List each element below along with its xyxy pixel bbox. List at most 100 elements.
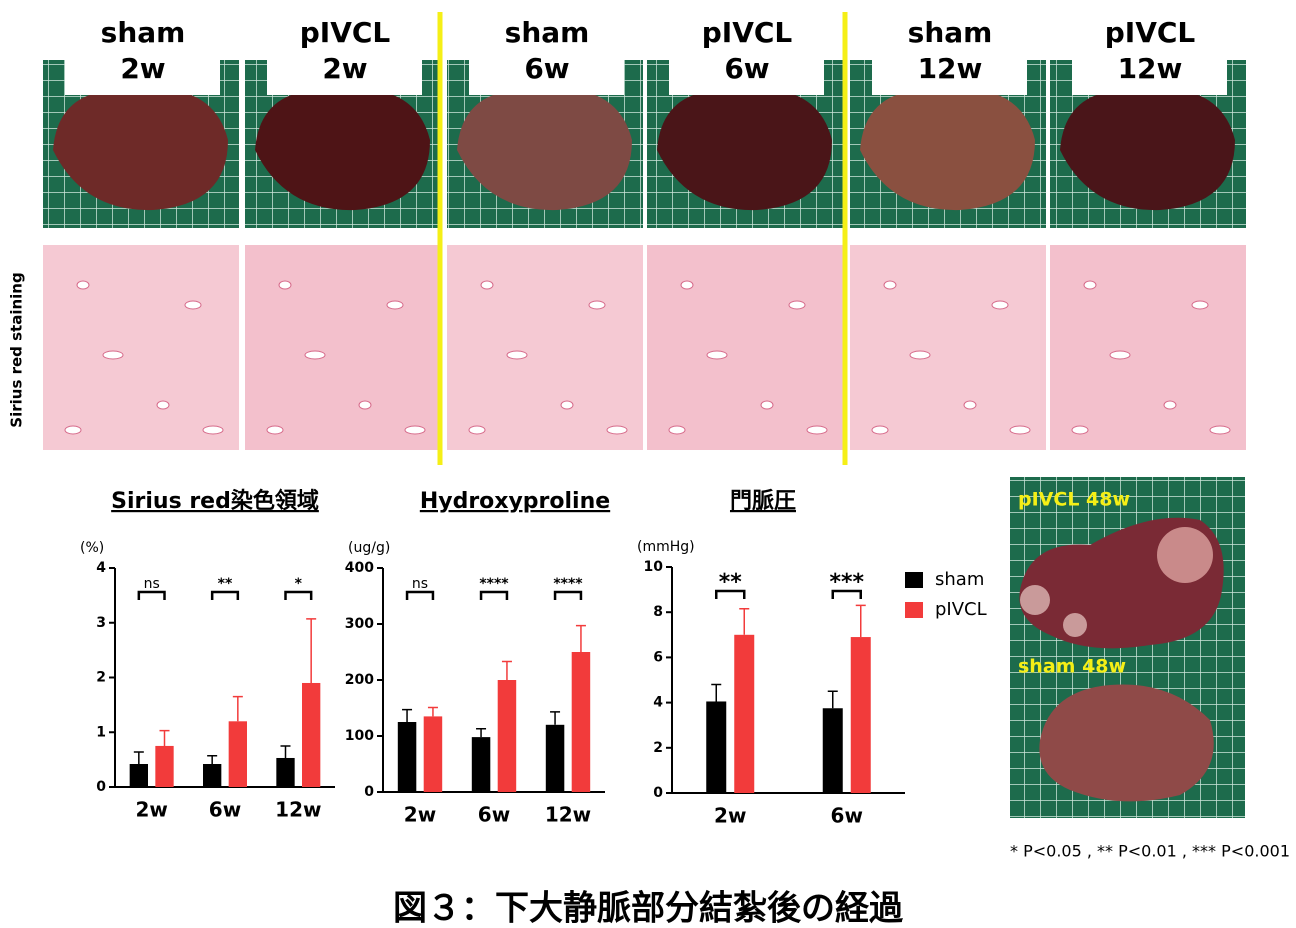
header-text: 2w bbox=[120, 52, 165, 85]
vessel bbox=[991, 300, 1009, 310]
error-bar bbox=[855, 604, 866, 638]
header-text: pIVCL bbox=[1105, 16, 1196, 49]
y-tick-label: 4 bbox=[653, 695, 663, 711]
photo-label: sham 48w bbox=[1018, 656, 1126, 678]
liver bbox=[457, 88, 632, 211]
sig-label: * bbox=[295, 576, 303, 592]
photo-48w: pIVCL 48w sham 48w bbox=[1010, 477, 1245, 818]
vessel bbox=[883, 280, 897, 290]
y-tick-label: 300 bbox=[345, 616, 374, 632]
liver bbox=[860, 88, 1035, 211]
header-box bbox=[469, 0, 624, 95]
vessel bbox=[1163, 400, 1177, 410]
header-text: sham bbox=[505, 16, 590, 49]
liver bbox=[53, 88, 228, 211]
y-tick-label: 200 bbox=[345, 672, 374, 688]
vessel bbox=[760, 400, 774, 410]
error-bar bbox=[575, 624, 586, 652]
bar bbox=[545, 724, 565, 792]
bar bbox=[129, 764, 148, 787]
vessel bbox=[588, 300, 606, 310]
sig-label: **** bbox=[553, 576, 583, 592]
vessel bbox=[1209, 425, 1231, 435]
vessel bbox=[102, 350, 124, 360]
y-tick-label: 2 bbox=[653, 740, 663, 756]
vessel bbox=[1071, 425, 1089, 435]
sig-label: ns bbox=[412, 576, 428, 592]
chart-title: Sirius red染色領域 bbox=[111, 488, 319, 514]
vessel bbox=[480, 280, 494, 290]
error-bar bbox=[306, 618, 317, 683]
x-tick-label: 6w bbox=[209, 798, 241, 822]
sig-label: ** bbox=[218, 576, 233, 592]
histology-photo bbox=[1050, 245, 1246, 450]
x-tick-label: 6w bbox=[831, 804, 863, 828]
vessel bbox=[386, 300, 404, 310]
bar bbox=[155, 745, 174, 787]
vessel bbox=[64, 425, 82, 435]
sig-bracket bbox=[715, 589, 746, 599]
header-text: sham bbox=[101, 16, 186, 49]
error-bar bbox=[550, 711, 561, 725]
vessel bbox=[468, 425, 486, 435]
legend-swatch bbox=[905, 602, 923, 618]
y-axis-label: (ug/g) bbox=[348, 540, 390, 556]
y-axis-label: (%) bbox=[80, 540, 104, 556]
vessel bbox=[1191, 300, 1209, 310]
sig-label: ns bbox=[144, 576, 160, 592]
y-tick-label: 100 bbox=[345, 728, 374, 744]
liver bbox=[657, 88, 832, 211]
y-tick-label: 2 bbox=[96, 670, 106, 686]
vessel bbox=[156, 400, 170, 410]
bar bbox=[471, 737, 491, 792]
histology-photo bbox=[447, 245, 643, 450]
bar bbox=[822, 708, 843, 793]
header-text: pIVCL bbox=[702, 16, 793, 49]
header-text: 12w bbox=[918, 52, 983, 85]
vessel bbox=[788, 300, 806, 310]
header-box bbox=[65, 0, 220, 95]
header-text: 6w bbox=[724, 52, 769, 85]
bar bbox=[302, 682, 321, 787]
vessel bbox=[278, 280, 292, 290]
y-tick-label: 10 bbox=[644, 559, 664, 575]
vessel bbox=[184, 300, 202, 310]
error-bar bbox=[232, 695, 243, 722]
photo-label: pIVCL 48w bbox=[1018, 489, 1130, 511]
sig-bracket bbox=[479, 590, 509, 600]
histology-photo bbox=[850, 245, 1046, 450]
y-tick-label: 0 bbox=[96, 779, 106, 795]
header-text: 12w bbox=[1118, 52, 1183, 85]
vessel bbox=[560, 400, 574, 410]
sig-label: *** bbox=[829, 570, 864, 595]
y-tick-label: 3 bbox=[96, 615, 106, 631]
bar bbox=[397, 722, 417, 792]
vessel bbox=[1109, 350, 1131, 360]
sig-bracket bbox=[405, 590, 435, 600]
header-text: pIVCL bbox=[300, 16, 391, 49]
bar bbox=[203, 764, 222, 787]
vessel bbox=[358, 400, 372, 410]
y-tick-label: 400 bbox=[345, 560, 374, 576]
bar bbox=[706, 701, 727, 793]
error-bar bbox=[427, 706, 438, 717]
vessel bbox=[706, 350, 728, 360]
vessel bbox=[871, 425, 889, 435]
header-text: sham bbox=[908, 16, 993, 49]
liver bbox=[1060, 88, 1235, 211]
vessel bbox=[76, 280, 90, 290]
vessel bbox=[1009, 425, 1031, 435]
bar bbox=[571, 652, 591, 792]
error-bar bbox=[501, 660, 512, 680]
bar bbox=[423, 716, 443, 792]
y-tick-label: 1 bbox=[96, 724, 106, 740]
x-tick-label: 12w bbox=[545, 803, 591, 827]
histology-photo bbox=[245, 245, 441, 450]
error-bar bbox=[476, 727, 487, 738]
header-text: 6w bbox=[524, 52, 569, 85]
header-box bbox=[872, 0, 1027, 95]
vessel bbox=[909, 350, 931, 360]
vessel bbox=[1083, 280, 1097, 290]
y-tick-label: 6 bbox=[653, 649, 663, 665]
